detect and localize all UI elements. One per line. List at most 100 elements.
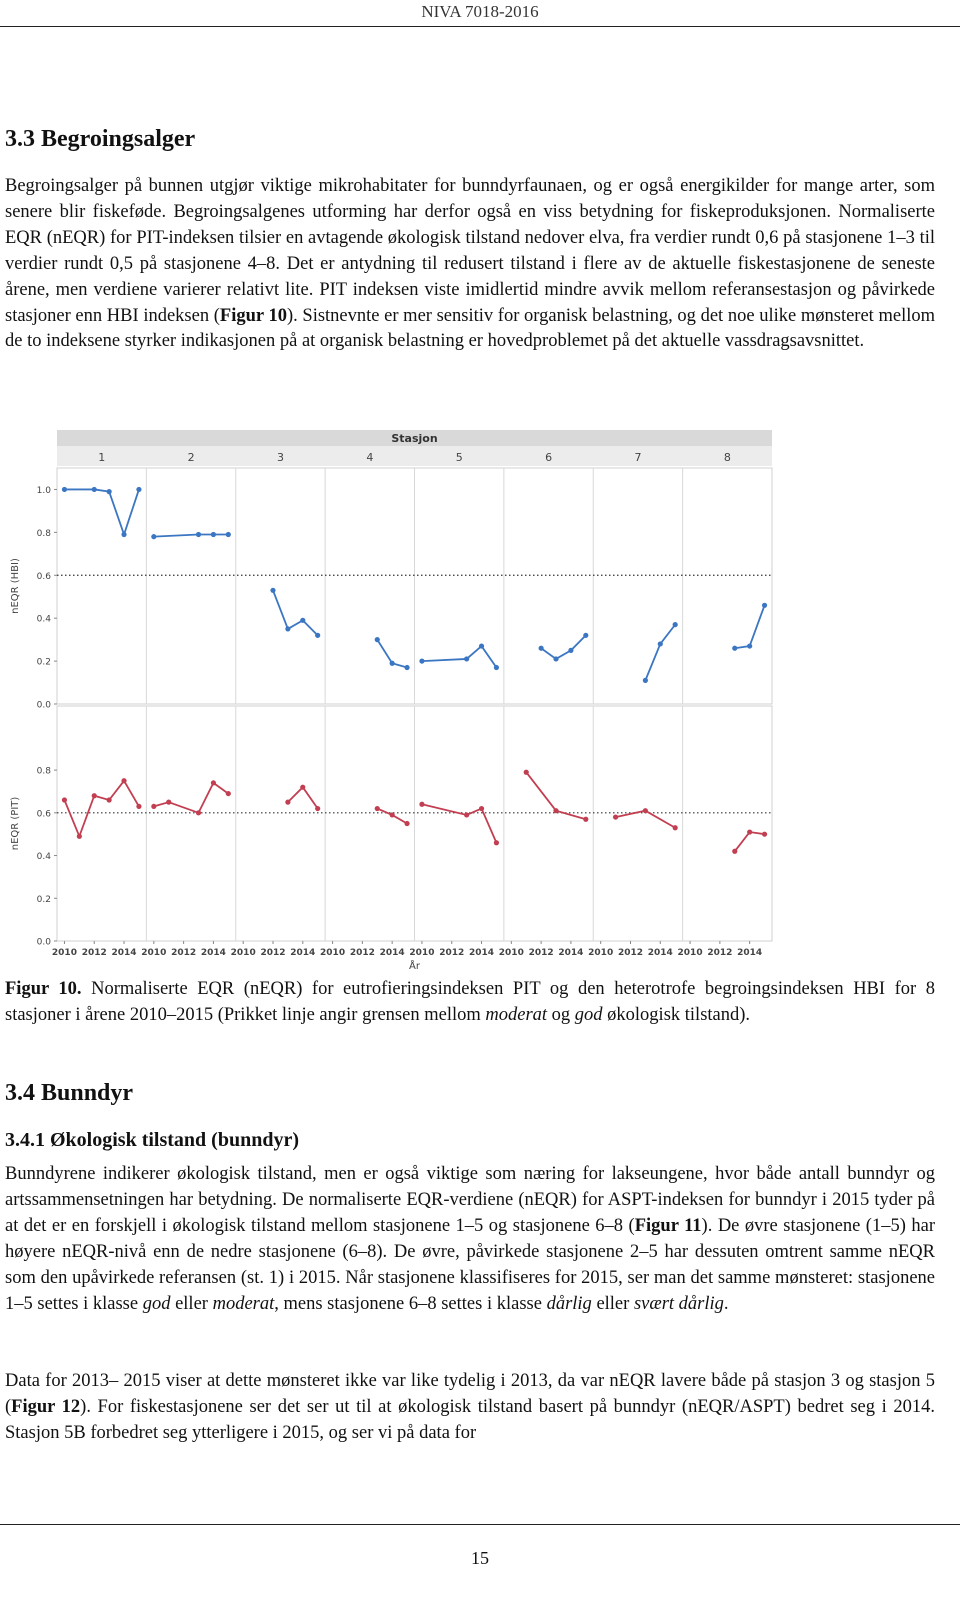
data-point (389, 660, 395, 666)
text-run: god (142, 1293, 171, 1314)
y-tick-label: 0.8 (37, 767, 52, 777)
data-point (121, 778, 127, 784)
text-run: Bunndyrene indikerer økologisk tilstand,… (5, 1164, 935, 1236)
station-band (57, 446, 772, 466)
x-tick-label: 2014 (112, 948, 137, 958)
caption-label: Figur 10. (5, 979, 82, 999)
data-point (464, 656, 470, 662)
y-tick-label: 0.2 (37, 895, 51, 905)
y-tick-label: 0.0 (37, 701, 52, 711)
data-point (553, 656, 559, 662)
section-heading: 3.4 Bunndyr (5, 1080, 134, 1106)
text-run: svært dårlig (633, 1293, 724, 1314)
data-point (106, 489, 112, 495)
text-run: Begroingsalger på bunnen utgjør viktige … (5, 176, 935, 326)
text-run: Data for 2013– 2015 viser at dette mønst… (5, 1371, 935, 1417)
data-point (315, 632, 321, 638)
data-point (374, 637, 380, 643)
data-point (285, 799, 291, 805)
data-point (121, 531, 127, 538)
data-point (419, 658, 425, 664)
x-tick-label: 2012 (618, 948, 643, 958)
figure-ref: Figur 11 (634, 1215, 702, 1236)
text-run: moderat (485, 1004, 548, 1025)
data-point (657, 641, 663, 647)
x-tick-label: 2010 (678, 948, 703, 958)
data-point (210, 531, 217, 538)
y-tick-label: 0.0 (37, 938, 52, 948)
data-point (285, 626, 291, 632)
x-tick-label: 2012 (260, 948, 285, 958)
x-tick-label: 2012 (171, 948, 196, 958)
x-tick-label: 2014 (290, 948, 315, 958)
data-point (732, 645, 738, 651)
data-point (61, 486, 68, 493)
x-tick-label: 2012 (707, 948, 732, 958)
data-point (553, 808, 559, 814)
data-point (151, 803, 157, 810)
station-label: 1 (98, 451, 105, 464)
text-run: Normaliserte EQR (nEQR) for eutrofiering… (5, 979, 935, 1025)
station-label: 3 (277, 451, 284, 464)
x-tick-label: 2014 (737, 948, 762, 958)
paragraph: Begroingsalger på bunnen utgjør viktige … (5, 174, 935, 355)
data-point (672, 622, 678, 628)
data-point (195, 810, 202, 816)
trend-line (272, 589, 319, 636)
station-label: 6 (545, 451, 552, 464)
y-tick-label: 0.2 (37, 658, 51, 668)
text-run: . (723, 1293, 729, 1314)
x-tick-label: 2010 (409, 948, 434, 958)
text-run: ). Sistnevnte er mer sensitiv for organi… (5, 305, 936, 352)
data-point (478, 643, 485, 649)
y-tick-label: 0.6 (37, 809, 52, 819)
y-tick-label: 0.4 (37, 852, 52, 862)
station-label: 4 (366, 451, 373, 464)
station-label: 7 (634, 451, 641, 464)
data-point (732, 848, 738, 854)
x-tick-label: 2010 (320, 948, 345, 958)
data-point (583, 632, 589, 638)
data-point (747, 829, 753, 835)
data-point (61, 797, 68, 803)
facet-title: Stasjon (391, 432, 437, 445)
data-point (91, 486, 97, 493)
y-tick-label: 0.8 (37, 529, 52, 539)
y-tick-label: 1.0 (37, 486, 52, 496)
x-tick-label: 2010 (588, 948, 613, 958)
figure-ref: Figur 10 (219, 305, 287, 326)
trend-line (421, 803, 498, 844)
trend-line (421, 644, 498, 669)
data-point (270, 587, 276, 593)
x-axis-label: År (409, 959, 421, 972)
figure-caption: Figur 10. Normaliserte EQR (nEQR) for eu… (5, 977, 935, 1029)
station-label: 5 (456, 451, 463, 464)
running-title: NIVA 7018-2016 (421, 2, 539, 21)
x-tick-label: 2012 (529, 948, 554, 958)
data-point (300, 784, 306, 790)
data-point (195, 531, 202, 538)
data-point (761, 831, 768, 837)
data-point (612, 814, 619, 820)
x-tick-label: 2014 (648, 948, 673, 958)
data-point (568, 647, 574, 653)
data-point (374, 805, 380, 812)
text-run: og (547, 1004, 575, 1025)
y-axis-label: nEQR (HBI) (10, 558, 21, 614)
data-point (523, 769, 529, 775)
data-point (225, 790, 231, 797)
y-tick-label: 0.6 (37, 572, 52, 582)
data-point (419, 801, 425, 807)
trend-line (540, 634, 587, 661)
text-run: moderat (212, 1293, 275, 1314)
figure-chart: Stasjon 1 2 3 4 5 6 7 8 0.0 0.2 0.4 0.6 0.8 1.0 nEQR (H… (10, 430, 773, 972)
x-tick-label: 2012 (439, 948, 464, 958)
data-point (642, 808, 648, 814)
x-tick-label: 2012 (82, 948, 107, 958)
data-point (583, 816, 589, 822)
data-point (672, 825, 678, 831)
data-point (136, 803, 142, 810)
y-tick-label: 0.4 (37, 615, 52, 625)
header-band (57, 430, 772, 446)
